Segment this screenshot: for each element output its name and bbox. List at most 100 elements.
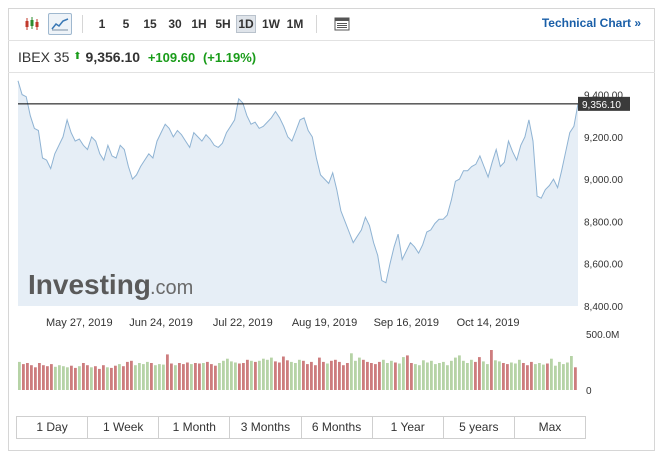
volume-bar	[462, 360, 465, 390]
volume-bar	[438, 363, 441, 390]
volume-bar	[458, 355, 461, 390]
volume-bar	[566, 362, 569, 390]
volume-bar	[558, 361, 561, 390]
toolbar-divider	[82, 15, 83, 33]
volume-bar	[422, 360, 425, 390]
volume-bar	[286, 360, 289, 390]
volume-bar	[302, 360, 305, 390]
volume-bar	[330, 360, 333, 390]
timeframe-1d[interactable]: 1D	[236, 15, 256, 33]
candlestick-icon[interactable]	[20, 13, 44, 35]
volume-bar	[34, 367, 37, 390]
volume-bar	[30, 365, 33, 390]
watermark-text: Investing	[28, 269, 151, 300]
volume-bar	[86, 365, 89, 390]
timeframe-1[interactable]: 1	[98, 17, 106, 31]
volume-bar	[110, 367, 113, 390]
volume-bar	[378, 361, 381, 390]
volume-bar	[374, 364, 377, 390]
volume-bar	[66, 367, 69, 390]
volume-bar	[98, 368, 101, 390]
line-chart-icon[interactable]	[48, 13, 72, 35]
quote-divider-line	[8, 72, 655, 73]
volume-bar	[562, 364, 565, 390]
volume-bar	[246, 359, 249, 390]
technical-chart-link[interactable]: Technical Chart »	[541, 16, 641, 30]
volume-bar	[18, 361, 21, 390]
y-tick-label: 8,600.00	[584, 260, 623, 271]
volume-bar	[46, 366, 49, 390]
volume-bar	[306, 364, 309, 390]
volume-bar	[94, 366, 97, 390]
range-1-month[interactable]: 1 Month	[159, 417, 231, 438]
toolbar-divider	[316, 15, 317, 33]
volume-bar	[298, 359, 301, 390]
timeframe-1m[interactable]: 1M	[286, 17, 304, 31]
volume-bar	[486, 364, 489, 390]
volume-bar	[54, 366, 57, 390]
volume-bar	[350, 353, 353, 390]
volume-bar	[270, 357, 273, 390]
timeframe-30[interactable]: 30	[168, 17, 182, 31]
volume-bar	[314, 365, 317, 390]
volume-bar	[498, 361, 501, 390]
volume-bar	[530, 361, 533, 390]
volume-bar	[510, 362, 513, 390]
volume-bar	[78, 366, 81, 390]
volume-bar	[210, 364, 213, 390]
volume-bar	[130, 360, 133, 390]
volume-bar	[242, 363, 245, 390]
timeframe-15[interactable]: 15	[143, 17, 157, 31]
timeframe-5h[interactable]: 5H	[215, 17, 231, 31]
timeframe-1h[interactable]: 1H	[191, 17, 207, 31]
range-5-years[interactable]: 5 years	[444, 417, 515, 438]
volume-bar	[370, 363, 373, 390]
volume-bar	[574, 367, 577, 390]
volume-bar	[482, 361, 485, 390]
current-price-label-bg	[578, 96, 630, 111]
volume-bar	[74, 367, 77, 390]
table-icon[interactable]	[330, 13, 354, 35]
x-tick-label: Sep 16, 2019	[374, 317, 439, 329]
volume-bar	[518, 359, 521, 390]
volume-bar	[178, 363, 181, 390]
volume-bar	[186, 362, 189, 390]
volume-bar	[62, 366, 65, 390]
range-6-months[interactable]: 6 Months	[302, 417, 373, 438]
watermark-suffix: .com	[150, 277, 193, 299]
range-max[interactable]: Max	[538, 420, 562, 434]
volume-bar	[338, 361, 341, 390]
volume-bar	[58, 365, 61, 390]
volume-bar	[122, 366, 125, 390]
volume-bar	[342, 365, 345, 390]
volume-bar	[170, 363, 173, 390]
volume-bar	[310, 361, 313, 390]
y-tick-label: 8,800.00	[584, 217, 623, 228]
up-arrow-icon: ⬆	[73, 51, 82, 62]
timeframe-5[interactable]: 5	[122, 17, 130, 31]
volume-bar	[42, 365, 45, 390]
timeframe-1w[interactable]: 1W	[262, 17, 280, 31]
range-3-months[interactable]: 3 Months	[230, 417, 302, 438]
volume-bar	[470, 359, 473, 390]
range-1-week[interactable]: 1 Week	[88, 417, 160, 438]
volume-bar	[430, 360, 433, 390]
volume-bar	[254, 361, 257, 390]
volume-bar	[390, 360, 393, 390]
volume-bar	[418, 365, 421, 390]
volume-bar	[294, 363, 297, 390]
y-tick-label: 9,400.00	[584, 91, 623, 102]
volume-bar	[258, 360, 261, 390]
x-tick-label: Oct 14, 2019	[457, 317, 520, 329]
volume-bar	[190, 364, 193, 390]
range-1-year[interactable]: 1 Year	[373, 417, 444, 438]
volume-bar	[570, 356, 573, 390]
volume-bar	[522, 363, 525, 390]
volume-bar	[70, 365, 73, 390]
volume-bar	[494, 360, 497, 390]
range-1-day[interactable]: 1 Day	[17, 417, 89, 438]
volume-bar	[346, 363, 349, 390]
volume-axis-max-label: 500.0M	[586, 330, 619, 341]
price-change-percent: (+1.19%)	[202, 50, 257, 65]
